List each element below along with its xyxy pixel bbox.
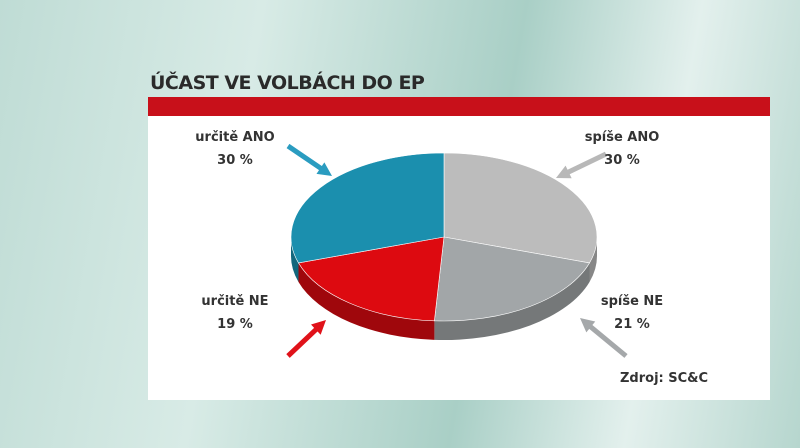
- slice-value: 30 %: [604, 153, 640, 168]
- slice-value: 30 %: [217, 153, 253, 168]
- slice-value: 21 %: [614, 317, 650, 332]
- slice-label: určitě NE: [201, 294, 269, 309]
- pie-side-0: [589, 237, 597, 282]
- pie-slice-2: [298, 236, 445, 322]
- arrow-1: [556, 151, 608, 179]
- pie-side-1: [434, 262, 590, 341]
- arrow-2: [286, 320, 326, 358]
- label-urcite-ano: určitě ANO 30 %: [185, 130, 285, 168]
- label-spise-ne: spíše NE 21 %: [582, 294, 682, 332]
- chart-title: ÚČAST VE VOLBÁCH DO EP: [150, 72, 425, 94]
- label-spise-ano: spíše ANO 30 %: [572, 130, 672, 168]
- title-bar: [148, 97, 770, 116]
- source-note: Zdroj: SC&C: [620, 371, 709, 386]
- arrow-3: [580, 318, 628, 358]
- label-urcite-ne: určitě NE 19 %: [185, 294, 285, 332]
- pie-slice-0: [443, 152, 598, 264]
- pie-slice-3: [290, 152, 445, 264]
- slice-value: 19 %: [217, 317, 253, 332]
- pie-side-2: [298, 262, 435, 340]
- slice-label: spíše ANO: [584, 130, 660, 145]
- slice-label: určitě ANO: [195, 130, 275, 145]
- arrow-0: [286, 143, 332, 176]
- slice-label: spíše NE: [600, 294, 664, 309]
- pie-slice-1: [434, 236, 590, 322]
- pie-side-3: [291, 237, 299, 282]
